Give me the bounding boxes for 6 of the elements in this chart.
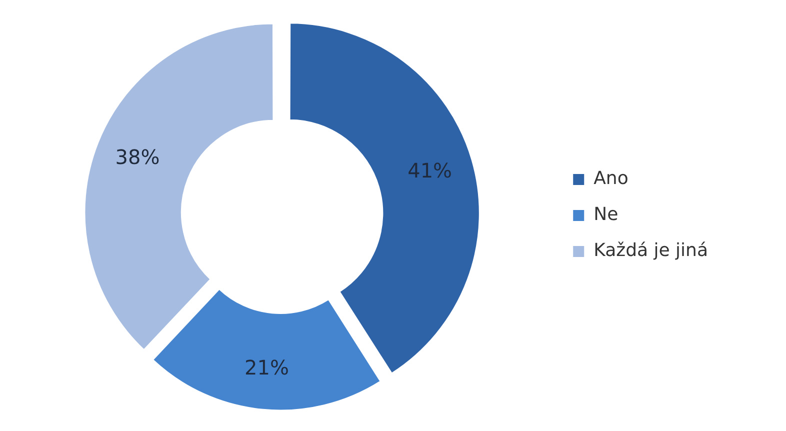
legend-label: Ano (594, 168, 628, 190)
legend-label: Ne (594, 204, 618, 226)
data-label: 41% (408, 158, 452, 183)
data-label: 38% (115, 144, 160, 169)
data-label: 21% (244, 356, 289, 380)
legend-label: Každá je jiná (594, 240, 708, 262)
